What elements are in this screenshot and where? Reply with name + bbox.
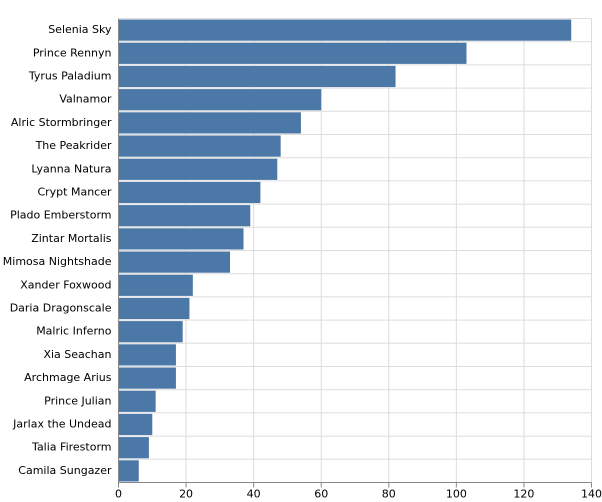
bar xyxy=(118,205,251,227)
bar xyxy=(118,460,139,482)
bar xyxy=(118,89,322,111)
bar xyxy=(118,297,190,320)
y-tick-label: Prince Rennyn xyxy=(33,46,112,59)
bar xyxy=(118,321,183,343)
bar xyxy=(118,437,149,459)
bar xyxy=(118,274,193,296)
bar xyxy=(118,228,244,250)
x-tick-label: 20 xyxy=(179,488,193,501)
bar xyxy=(118,158,278,180)
y-tick-label: Crypt Mancer xyxy=(37,186,112,199)
bar xyxy=(118,112,301,134)
bar xyxy=(118,413,153,436)
y-tick-label: Selenia Sky xyxy=(48,23,112,36)
y-tick-label: Alric Stormbringer xyxy=(11,116,112,129)
bar xyxy=(118,65,396,88)
x-tick-label: 60 xyxy=(314,488,328,501)
y-tick-label: Archmage Arius xyxy=(24,371,112,384)
y-tick-label: Lyanna Natura xyxy=(31,162,111,175)
y-tick-label: Daria Dragonscale xyxy=(10,302,112,315)
y-tick-label: Camila Sungazer xyxy=(18,464,112,477)
y-tick-label: Tyrus Paladium xyxy=(28,70,112,83)
bar xyxy=(118,181,261,204)
bar xyxy=(118,135,281,157)
y-tick-label: Jarlax the Undead xyxy=(12,418,111,431)
y-tick-label: The Peakrider xyxy=(35,139,112,152)
y-tick-label: Xia Seachan xyxy=(43,348,111,361)
y-tick-label: Zintar Mortalis xyxy=(31,232,112,245)
y-tick-label: Valnamor xyxy=(59,93,112,106)
bar xyxy=(118,251,230,273)
x-tick-label: 0 xyxy=(115,488,122,501)
y-tick-label: Prince Julian xyxy=(44,394,111,407)
x-tick-label: 120 xyxy=(513,488,534,501)
y-tick-label: Plado Emberstorm xyxy=(10,209,111,222)
bar xyxy=(118,344,176,366)
x-tick-label: 80 xyxy=(382,488,396,501)
y-tick-label: Xander Foxwood xyxy=(20,278,111,291)
bar xyxy=(118,367,176,389)
y-tick-label: Malric Inferno xyxy=(36,325,112,338)
y-tick-label: Mimosa Nightshade xyxy=(3,255,112,268)
bar xyxy=(118,19,572,41)
x-tick-label: 140 xyxy=(581,488,602,501)
x-tick-label: 40 xyxy=(247,488,261,501)
bar xyxy=(118,42,467,64)
y-tick-label: Talia Firestorm xyxy=(31,441,111,454)
x-tick-label: 100 xyxy=(446,488,467,501)
bar xyxy=(118,390,156,412)
